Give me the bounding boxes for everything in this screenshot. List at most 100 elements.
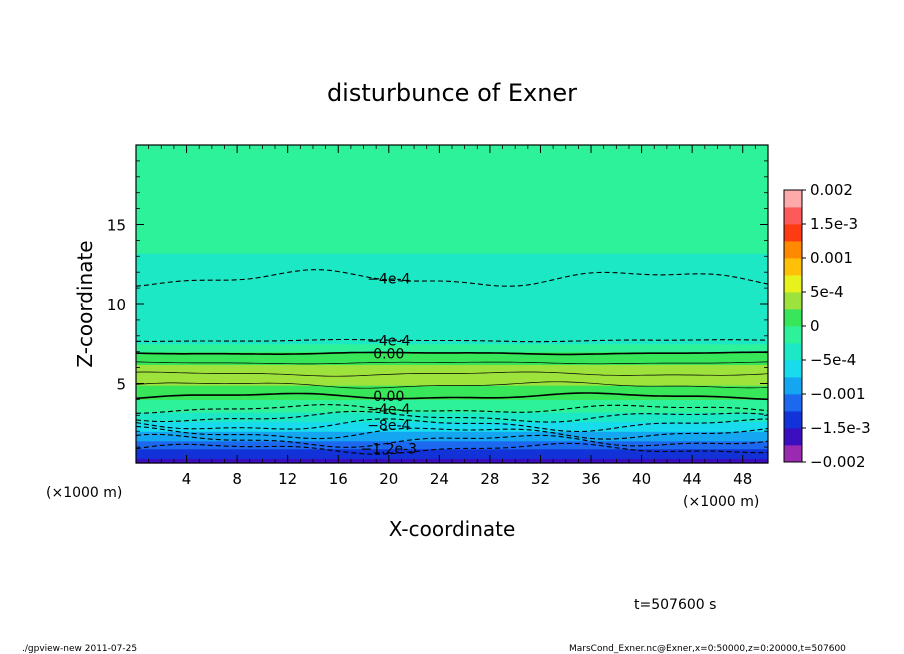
heatmap-band [136, 235, 768, 238]
heatmap-band [136, 179, 768, 183]
heatmap-band [136, 189, 768, 192]
heatmap-band [136, 289, 768, 292]
heatmap-band [136, 227, 768, 230]
heatmap-band [136, 160, 768, 164]
heatmap-band [136, 426, 768, 429]
y-unit-label: (×1000 m) [46, 485, 122, 501]
heatmap-band [136, 176, 768, 179]
x-tick-label: 36 [581, 470, 600, 488]
x-axis: 4 8 12 16 20 24 28 32 36 40 44 48 [148, 145, 756, 488]
heatmap-band [136, 152, 768, 156]
heatmap-band [136, 356, 768, 359]
heatmap-band [136, 170, 768, 173]
heatmap-band [136, 439, 768, 442]
x-tick-label: 48 [733, 470, 752, 488]
heatmap-band [136, 319, 768, 323]
heatmap-band [136, 413, 768, 416]
x-tick-label: 40 [632, 470, 651, 488]
heatmap-band [136, 377, 768, 380]
heatmap-band [136, 192, 768, 195]
heatmap-band [136, 443, 768, 447]
colorbar-swatch [784, 207, 802, 225]
heatmap-band [136, 305, 768, 308]
heatmap-band [136, 202, 768, 205]
heatmap-band [136, 369, 768, 372]
heatmap-band [136, 203, 768, 207]
time-label: t=507600 s [634, 597, 716, 613]
heatmap-band [136, 335, 768, 338]
heatmap-band [136, 388, 768, 391]
heatmap-band [136, 321, 768, 324]
heatmap-band [136, 240, 768, 243]
heatmap-band [136, 197, 768, 200]
heatmap-band [136, 241, 768, 245]
y-axis-label: Z-coordinate [73, 240, 97, 367]
heatmap-band [136, 304, 768, 307]
contour-label: −4e-4 [367, 402, 410, 418]
heatmap-band [136, 332, 768, 335]
x-tick-label: 32 [531, 470, 550, 488]
heatmap-band [136, 168, 768, 172]
heatmap-band [136, 234, 768, 237]
colorbar-swatch [784, 360, 802, 378]
heatmap-band [136, 307, 768, 310]
colorbar-swatch [784, 241, 802, 259]
footer-right: MarsCond_Exner.nc@Exner,x=0:50000,z=0:20… [569, 644, 846, 654]
colorbar: 0.002 1.5e-3 0.001 5e-4 0 −5e-4 −0.001 −1.5e-3 −… [783, 181, 871, 471]
contour-line [135, 392, 769, 401]
chart-title: disturbunce of Exner [327, 79, 577, 107]
heatmap-band [136, 229, 768, 232]
contour-label: −1.2e-3 [361, 442, 418, 458]
heatmap-band [136, 421, 768, 424]
contour-line [135, 442, 769, 455]
heatmap-band [136, 213, 768, 216]
heatmap-band [136, 214, 768, 218]
heatmap-band [136, 269, 768, 272]
heatmap-band [136, 383, 768, 386]
heatmap-band [136, 340, 768, 343]
heatmap-band [136, 415, 768, 418]
heatmap-band [136, 270, 768, 273]
heatmap-band [136, 448, 768, 451]
heatmap-band [136, 370, 768, 373]
heatmap-band [136, 311, 768, 315]
heatmap-band [136, 337, 768, 340]
heatmap-band [136, 326, 768, 329]
contour-label: 0.00 [373, 346, 404, 362]
plot-area [136, 145, 768, 464]
heatmap-band [136, 237, 768, 240]
heatmap-band [136, 394, 768, 397]
contour-label: −4e-4 [367, 272, 410, 288]
heatmap-band [136, 181, 768, 184]
heatmap-band [136, 172, 768, 175]
heatmap-band [136, 218, 768, 221]
colorbar-swatch [784, 309, 802, 327]
heatmap-band [136, 286, 768, 289]
heatmap-band [136, 219, 768, 222]
heatmap-band [136, 184, 768, 187]
heatmap-band [136, 424, 768, 428]
heatmap-band [136, 345, 768, 348]
contour-line [135, 351, 769, 356]
heatmap-band [136, 178, 768, 181]
contour-line [136, 338, 769, 343]
heatmap-band [136, 222, 768, 226]
heatmap-band [136, 404, 768, 407]
heatmap-band [136, 442, 768, 445]
contour-line [135, 381, 769, 389]
contour-label: −8e-4 [367, 418, 410, 434]
colorbar-label: 0.002 [810, 181, 853, 199]
colorbar-swatch [784, 292, 802, 310]
heatmap-band [136, 308, 768, 311]
heatmap-band [136, 408, 768, 412]
contour-line [135, 269, 769, 287]
heatmap-band [136, 254, 768, 257]
heatmap-band [136, 456, 768, 459]
heatmap-band [136, 243, 768, 246]
y-tick-label: 5 [116, 376, 126, 394]
x-unit-label: (×1000 m) [683, 494, 759, 510]
heatmap-band [136, 434, 768, 437]
heatmap-band [136, 191, 768, 194]
heatmap-band [136, 400, 768, 404]
colorbar-swatch [784, 275, 802, 293]
